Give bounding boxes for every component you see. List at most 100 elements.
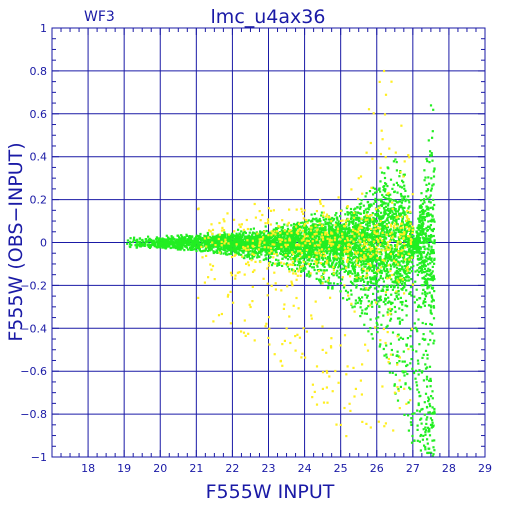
data-point bbox=[427, 411, 430, 414]
data-point bbox=[356, 211, 359, 214]
data-point bbox=[346, 298, 349, 301]
data-point bbox=[418, 267, 421, 270]
data-point bbox=[364, 208, 367, 211]
data-point bbox=[401, 245, 404, 248]
data-point bbox=[302, 259, 305, 262]
data-point bbox=[315, 245, 318, 248]
data-point bbox=[134, 239, 138, 242]
data-point bbox=[221, 248, 224, 251]
data-point bbox=[276, 237, 279, 240]
data-point bbox=[402, 244, 405, 247]
data-point bbox=[360, 269, 363, 272]
data-point bbox=[397, 338, 401, 341]
data-point bbox=[386, 197, 389, 200]
data-point bbox=[403, 173, 406, 176]
data-point bbox=[410, 232, 413, 235]
data-point bbox=[371, 305, 374, 308]
data-point bbox=[431, 455, 434, 458]
data-point bbox=[311, 227, 314, 230]
data-point bbox=[296, 227, 299, 230]
data-point bbox=[431, 279, 434, 282]
data-point bbox=[398, 276, 401, 279]
data-point bbox=[420, 226, 424, 229]
data-point bbox=[413, 295, 416, 298]
data-point bbox=[428, 213, 431, 216]
data-point bbox=[360, 202, 363, 205]
data-point bbox=[407, 257, 410, 260]
data-point bbox=[304, 261, 307, 264]
data-point bbox=[364, 250, 367, 253]
data-point bbox=[399, 272, 402, 276]
data-point bbox=[364, 262, 367, 266]
data-point bbox=[426, 197, 429, 200]
data-point bbox=[372, 292, 375, 295]
data-point bbox=[293, 258, 296, 261]
data-point bbox=[406, 224, 409, 227]
data-point bbox=[430, 152, 433, 155]
data-point bbox=[420, 433, 423, 437]
data-point bbox=[399, 246, 403, 249]
data-points bbox=[126, 69, 436, 458]
data-point bbox=[317, 219, 320, 222]
data-point bbox=[429, 194, 432, 197]
data-point bbox=[376, 212, 379, 215]
data-point bbox=[239, 241, 242, 244]
data-point bbox=[378, 305, 381, 308]
data-point bbox=[354, 302, 357, 305]
data-point bbox=[384, 264, 387, 267]
data-point bbox=[360, 253, 363, 256]
data-point bbox=[426, 257, 429, 260]
data-point bbox=[183, 249, 186, 252]
data-point bbox=[207, 244, 210, 247]
data-point bbox=[204, 247, 207, 250]
data-point bbox=[397, 208, 400, 211]
data-point bbox=[371, 212, 374, 215]
data-point bbox=[423, 304, 426, 307]
data-point bbox=[420, 268, 423, 271]
data-point bbox=[204, 236, 207, 239]
data-point bbox=[346, 211, 349, 214]
data-point bbox=[330, 248, 333, 251]
data-point bbox=[348, 228, 351, 231]
data-point bbox=[384, 205, 387, 208]
data-point bbox=[199, 244, 202, 247]
data-point bbox=[352, 222, 355, 225]
data-point bbox=[233, 238, 236, 241]
data-point bbox=[425, 205, 428, 208]
data-point bbox=[324, 280, 327, 283]
data-point bbox=[401, 288, 404, 291]
data-point bbox=[359, 232, 362, 235]
data-point bbox=[328, 221, 331, 224]
data-point bbox=[367, 233, 370, 236]
data-point bbox=[386, 269, 389, 272]
data-point bbox=[414, 280, 417, 283]
data-point bbox=[422, 265, 425, 268]
data-point bbox=[375, 231, 378, 234]
data-point bbox=[401, 318, 404, 321]
data-point bbox=[398, 307, 401, 310]
data-point bbox=[416, 263, 419, 267]
data-point bbox=[313, 226, 316, 229]
data-point bbox=[349, 207, 353, 211]
data-point bbox=[313, 223, 316, 226]
data-point bbox=[308, 238, 311, 241]
data-point bbox=[422, 379, 425, 382]
data-point bbox=[210, 248, 213, 251]
data-point bbox=[421, 202, 424, 205]
data-point bbox=[386, 185, 389, 188]
data-point bbox=[374, 277, 377, 280]
data-point bbox=[289, 242, 292, 245]
data-point bbox=[309, 247, 312, 250]
data-point bbox=[429, 201, 432, 204]
data-point bbox=[379, 227, 382, 230]
data-point bbox=[422, 300, 425, 303]
data-point bbox=[347, 252, 350, 255]
data-point bbox=[348, 211, 351, 214]
data-point bbox=[216, 243, 219, 246]
data-point bbox=[428, 200, 431, 203]
data-point bbox=[349, 270, 352, 273]
data-point bbox=[430, 294, 433, 297]
data-point bbox=[244, 231, 247, 235]
data-point bbox=[418, 297, 421, 300]
data-point bbox=[326, 239, 329, 242]
